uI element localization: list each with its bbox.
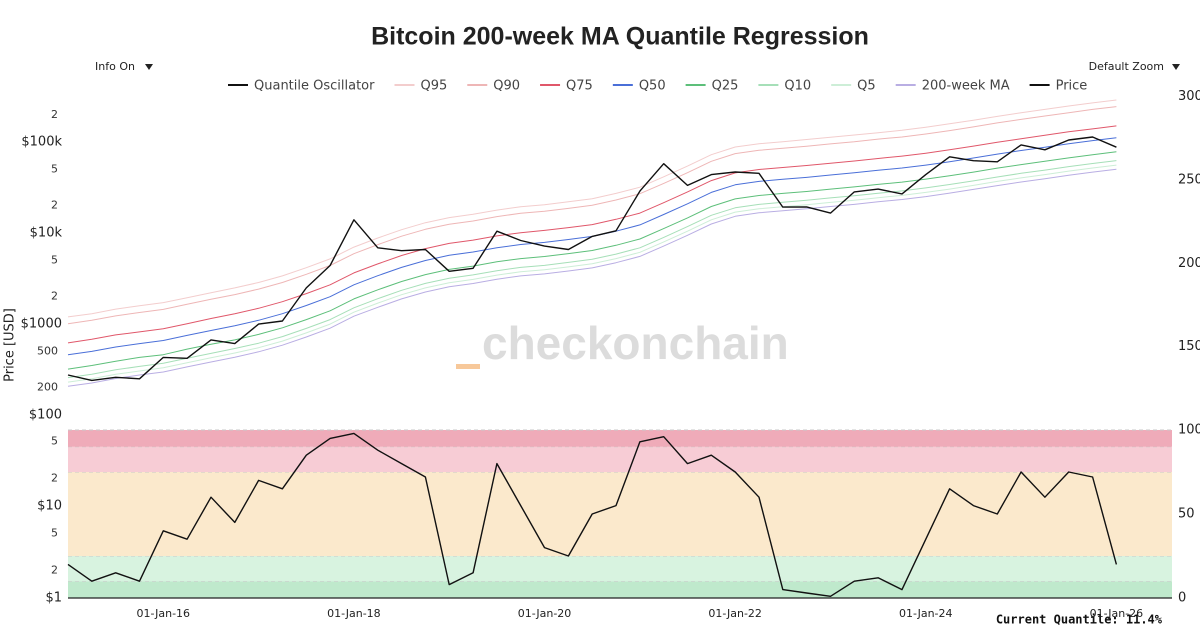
dropdown-arrow[interactable]	[1172, 64, 1180, 70]
y-tick-label: 5	[51, 163, 58, 176]
annotation: Current Quantile: 11.4%	[996, 613, 1163, 627]
info-toggle[interactable]: Info On	[95, 60, 135, 73]
x-tick-label: 01-Jan-20	[518, 607, 572, 620]
zone-band	[68, 472, 1172, 556]
legend-label: Q5	[857, 79, 876, 94]
legend-label: Q50	[639, 79, 666, 94]
zone-band	[68, 430, 1172, 447]
x-tick-label: 01-Jan-16	[137, 607, 191, 620]
series-line	[67, 99, 1117, 318]
legend-label: Q25	[712, 79, 739, 94]
y-tick-label: 2	[51, 199, 58, 212]
x-tick-label: 01-Jan-24	[899, 607, 953, 620]
y-tick-label: 5	[51, 527, 58, 540]
y-tick-label: 2	[51, 290, 58, 303]
y-tick-label: 200	[37, 381, 58, 394]
series-line	[67, 168, 1117, 387]
legend-label: Price	[1056, 79, 1088, 94]
watermark: checkonchain	[482, 317, 789, 369]
legend-label: Q75	[566, 79, 593, 94]
y-tick-label: 500	[37, 344, 58, 357]
zoom-select[interactable]: Default Zoom	[1089, 60, 1164, 73]
y-tick-label: $10k	[30, 226, 63, 241]
y-tick-label: 2	[51, 108, 58, 121]
zone-band	[68, 556, 1172, 582]
series-line	[67, 106, 1117, 325]
zone-band	[68, 581, 1172, 598]
chart-title: Bitcoin 200-week MA Quantile Regression	[371, 23, 869, 51]
y2-tick-label: 300	[1178, 89, 1200, 104]
y2-tick-label: 100	[1178, 423, 1200, 438]
y-tick-label: $1	[45, 591, 62, 606]
y2-tick-label: 250	[1178, 173, 1200, 188]
series-line	[67, 125, 1117, 344]
legend-label: Quantile Oscillator	[254, 79, 375, 94]
watermark-underscore	[456, 364, 480, 369]
series-line	[67, 164, 1117, 383]
y2-tick-label: 150	[1178, 339, 1200, 354]
y-tick-label: 5	[51, 435, 58, 448]
y-tick-label: $100k	[21, 135, 62, 150]
legend-label: Q90	[493, 79, 520, 94]
y-axis-label: Price [USD]	[3, 308, 18, 382]
y2-tick-label: 200	[1178, 256, 1200, 271]
dropdown-arrow[interactable]	[145, 64, 153, 70]
y2-tick-label: 0	[1178, 591, 1186, 606]
x-tick-label: 01-Jan-22	[708, 607, 762, 620]
series-line	[67, 160, 1117, 379]
y-tick-label: $1000	[21, 317, 62, 332]
y2-tick-label: 50	[1178, 507, 1195, 522]
y-tick-label: 5	[51, 253, 58, 266]
x-tick-label: 01-Jan-26	[1090, 607, 1144, 620]
panel	[68, 429, 1172, 599]
zone-band	[68, 446, 1172, 472]
legend-label: Q10	[784, 79, 811, 94]
y-tick-label: 2	[51, 563, 58, 576]
legend-label: Q95	[420, 79, 447, 94]
x-tick-label: 01-Jan-18	[327, 607, 381, 620]
legend-label: 200-week MA	[922, 79, 1010, 94]
y-tick-label: $100	[29, 408, 62, 423]
y-tick-label: 2	[51, 471, 58, 484]
series-line	[67, 151, 1117, 370]
y-tick-label: $10	[37, 498, 62, 513]
series-line	[67, 432, 1118, 597]
series-line	[67, 136, 1117, 382]
